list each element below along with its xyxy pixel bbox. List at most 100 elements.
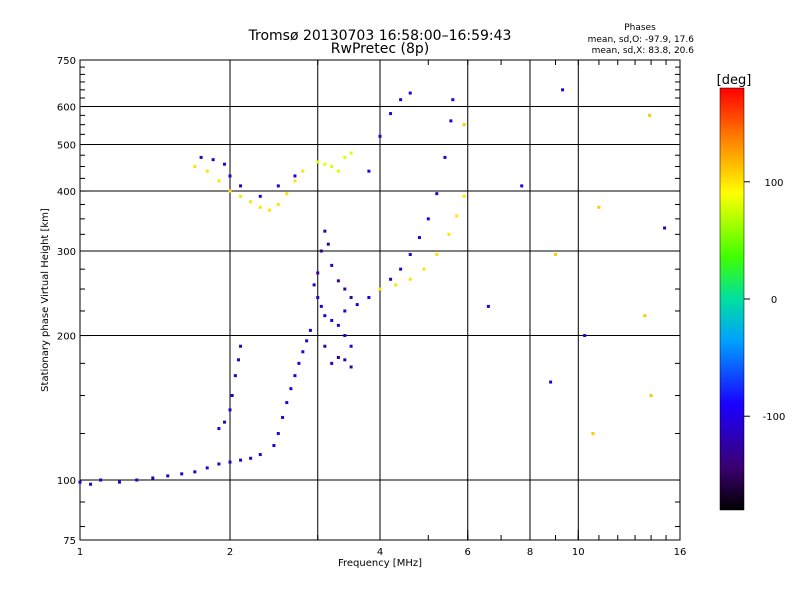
echo-point — [553, 253, 557, 257]
echo-point — [272, 444, 276, 448]
colorbar-tick-label-0: 100 — [764, 178, 783, 189]
echo-point — [399, 98, 403, 102]
echo-point — [343, 287, 347, 291]
echo-point — [408, 253, 412, 257]
echo-point — [422, 267, 426, 271]
echo-point — [486, 304, 490, 308]
colorbar-tick-label-2: -100 — [763, 412, 786, 423]
x-axis-label: Frequency [MHz] — [338, 558, 422, 569]
echo-point — [199, 155, 203, 159]
echo-point — [301, 169, 305, 173]
echo-point — [89, 482, 93, 486]
echo-point — [343, 155, 347, 159]
y-tick-label-6: 600 — [57, 103, 76, 114]
echo-point — [336, 323, 340, 327]
echo-point — [301, 350, 305, 354]
x-tick-label-1: 2 — [227, 547, 233, 558]
echo-point — [349, 151, 353, 155]
echo-point — [336, 355, 340, 359]
echo-point — [281, 415, 285, 419]
echo-point — [561, 88, 565, 92]
echo-point — [443, 155, 447, 159]
echo-point — [228, 174, 232, 178]
echo-point — [289, 387, 293, 391]
echo-point — [239, 344, 243, 348]
echo-point — [285, 192, 289, 196]
echo-point — [316, 160, 320, 164]
echo-point — [217, 462, 221, 466]
echo-point — [193, 164, 197, 168]
echo-point — [355, 303, 359, 307]
echo-point — [648, 113, 652, 117]
colorbar-tick-label-1: 0 — [771, 295, 777, 306]
echo-point — [228, 460, 232, 464]
echo-point — [367, 296, 371, 300]
echo-point — [308, 328, 312, 332]
echo-point — [312, 283, 316, 287]
echo-point — [276, 202, 280, 206]
echo-point — [663, 226, 667, 230]
echo-point — [330, 263, 334, 267]
echo-point — [180, 472, 184, 476]
phases-title: Phases — [624, 23, 656, 33]
echo-point — [276, 432, 280, 436]
echo-point — [389, 112, 393, 116]
echo-point — [583, 334, 587, 338]
echo-point — [239, 458, 243, 462]
echo-point — [228, 408, 232, 412]
echo-point — [462, 194, 466, 198]
colorbar — [719, 87, 745, 511]
echo-point — [285, 401, 289, 405]
echo-point — [378, 134, 382, 138]
colorbar-label: [deg] — [717, 73, 752, 88]
echo-point — [99, 478, 103, 482]
echo-point — [451, 98, 455, 102]
echo-point — [426, 217, 430, 221]
echo-point — [223, 420, 227, 424]
phases-x-stats: mean, sd,X: 83.8, 20.6 — [592, 46, 695, 56]
echo-point — [343, 309, 347, 313]
echo-point — [330, 361, 334, 365]
echo-point — [336, 279, 340, 283]
echo-point — [249, 200, 253, 204]
echo-point — [455, 214, 459, 218]
echo-point — [217, 427, 221, 431]
echo-point — [117, 480, 121, 484]
echo-point — [389, 277, 393, 281]
echo-point — [343, 334, 347, 338]
phases-o-stats: mean, sd,O: -97.9, 17.6 — [588, 35, 695, 45]
echo-point — [408, 91, 412, 95]
echo-point — [319, 249, 323, 253]
y-tick-label-0: 75 — [63, 536, 76, 547]
echo-point — [408, 277, 412, 281]
echo-point — [435, 253, 439, 257]
echo-point — [166, 474, 170, 478]
y-tick-label-1: 100 — [57, 476, 76, 487]
chart-title: Tromsø 20130703 16:58:00–16:59:43 — [248, 28, 512, 44]
x-tick-label-3: 6 — [465, 547, 471, 558]
echo-point — [305, 339, 309, 343]
echo-point — [349, 365, 353, 369]
echo-point — [394, 283, 398, 287]
echo-point — [239, 184, 243, 188]
echo-point — [151, 476, 155, 480]
echo-point — [378, 287, 382, 291]
echo-point — [449, 119, 453, 123]
echo-point — [293, 374, 297, 378]
echo-point — [330, 318, 334, 322]
echo-point — [447, 232, 451, 236]
y-tick-label-5: 500 — [57, 141, 76, 152]
y-tick-label-2: 200 — [57, 332, 76, 343]
echo-point — [267, 208, 271, 212]
echo-point — [549, 380, 553, 384]
echo-point — [643, 314, 647, 318]
echo-point — [649, 394, 653, 398]
echo-point — [249, 456, 253, 460]
y-tick-label-4: 400 — [57, 187, 76, 198]
echo-point — [239, 194, 243, 198]
echo-point — [258, 453, 262, 457]
echo-point — [236, 358, 240, 362]
axis-ticks: 1 2 4 6 8 10 16 75 100 200 300 400 500 600 750 — [57, 56, 686, 558]
echo-point — [343, 358, 347, 362]
